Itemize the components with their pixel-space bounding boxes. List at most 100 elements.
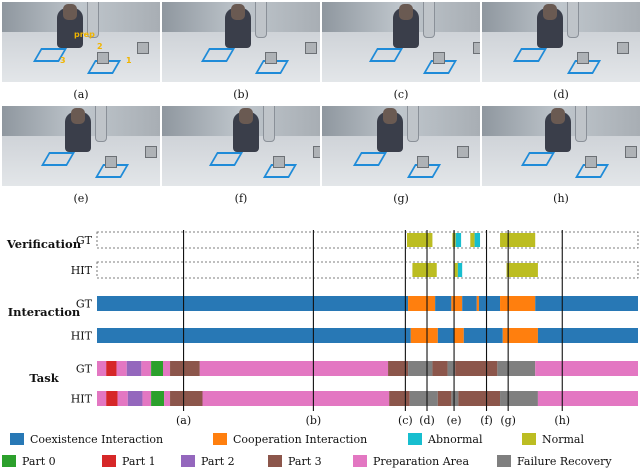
segment-prep [116, 361, 127, 376]
frame-head [231, 4, 245, 20]
segment-part3 [437, 391, 452, 406]
segment-prep [537, 391, 638, 406]
segment-coexistence [537, 328, 638, 343]
video-frame-5 [2, 106, 160, 186]
segment-cooperation [502, 328, 538, 343]
frame-head [63, 4, 77, 20]
segment-part3 [458, 391, 501, 406]
frame-robot-arm [263, 106, 275, 142]
legend-swatch-coexistence [10, 433, 24, 445]
frame-label: (b) [233, 88, 249, 101]
video-frame-2 [162, 2, 320, 82]
marker-label: (b) [306, 414, 322, 427]
frame-part [625, 146, 637, 158]
segment-prep [199, 361, 389, 376]
frame-a-annotation: 3 [60, 56, 66, 65]
segment-part2 [127, 391, 143, 406]
segment-prep [163, 361, 171, 376]
legend-swatch-part1 [102, 455, 116, 467]
frame-label: (f) [234, 192, 248, 205]
segment-cooperation [476, 296, 479, 311]
segment-part3 [170, 391, 203, 406]
row-label: GT [76, 298, 93, 311]
frame-a-annotation: 1 [126, 56, 132, 65]
legend-swatch-prep [353, 455, 367, 467]
legend-label: Cooperation Interaction [233, 433, 367, 446]
segment-failure [500, 391, 538, 406]
marker-label: (g) [500, 414, 516, 427]
segment-cooperation [410, 328, 438, 343]
frame-robot-arm [423, 2, 435, 38]
video-frame-7 [322, 106, 480, 186]
frame-part [457, 146, 469, 158]
frame-robot-arm [95, 106, 107, 142]
row-label: GT [76, 363, 93, 376]
segment-failure [497, 361, 536, 376]
group-title: Verification [6, 237, 82, 251]
segment-failure [408, 361, 433, 376]
segment-coexistence [437, 328, 455, 343]
segment-coexistence [435, 296, 452, 311]
segment-failure [409, 391, 438, 406]
legend-label: Coexistence Interaction [30, 433, 163, 446]
legend-label: Part 3 [288, 455, 322, 468]
frame-head [543, 4, 557, 20]
legend-label: Preparation Area [373, 455, 469, 468]
segment-coexistence [97, 328, 411, 343]
verification-row-frame [96, 231, 639, 249]
segment-normal [454, 263, 458, 277]
legend-swatch-part2 [181, 455, 195, 467]
segment-coexistence [535, 296, 638, 311]
frame-part [617, 42, 629, 54]
legend-label: Part 0 [22, 455, 56, 468]
frame-part [585, 156, 597, 168]
segment-part3 [389, 391, 410, 406]
frame-head [551, 108, 565, 124]
frame-head [399, 4, 413, 20]
segment-prep [202, 391, 390, 406]
frame-part [137, 42, 149, 54]
frame-label: (h) [553, 192, 569, 205]
row-label: HIT [71, 330, 93, 343]
segment-cooperation [454, 328, 464, 343]
legend-swatch-part3 [268, 455, 282, 467]
frame-robot-arm [567, 2, 579, 38]
segment-cooperation [500, 296, 536, 311]
frame-part [273, 156, 285, 168]
frame-label: (c) [393, 88, 409, 101]
frame-head [71, 108, 85, 124]
segment-part3 [455, 361, 498, 376]
segment-prep [97, 391, 107, 406]
frame-part [577, 52, 589, 64]
legend-label: Part 2 [201, 455, 235, 468]
frame-part [145, 146, 157, 158]
video-frame-4 [482, 2, 640, 82]
legend-swatch-part0 [2, 455, 16, 467]
frame-robot-arm [87, 2, 99, 38]
frame-part [105, 156, 117, 168]
segment-prep [535, 361, 638, 376]
frame-part [265, 52, 277, 64]
segment-normal [506, 263, 538, 277]
legend-swatch-failure [497, 455, 511, 467]
legend-swatch-abnormal [408, 433, 422, 445]
segment-prep [141, 361, 152, 376]
video-frame-8 [482, 106, 640, 186]
marker-label: (a) [176, 414, 191, 427]
video-frame-3 [322, 2, 480, 82]
frame-a-annotation: prep [74, 30, 95, 39]
frame-label: (e) [73, 192, 89, 205]
segment-normal [406, 233, 433, 247]
segment-coexistence [462, 296, 477, 311]
frame-part [417, 156, 429, 168]
segment-normal [470, 233, 475, 247]
segment-normal [412, 263, 437, 277]
segment-abnormal [457, 263, 463, 277]
segment-coexistence [463, 328, 503, 343]
frame-robot-arm [407, 106, 419, 142]
segment-cooperation [451, 296, 463, 311]
marker-label: (c) [398, 414, 413, 427]
video-frame-1 [2, 2, 160, 82]
legend-swatch-normal [522, 433, 536, 445]
marker-label: (e) [447, 414, 462, 427]
